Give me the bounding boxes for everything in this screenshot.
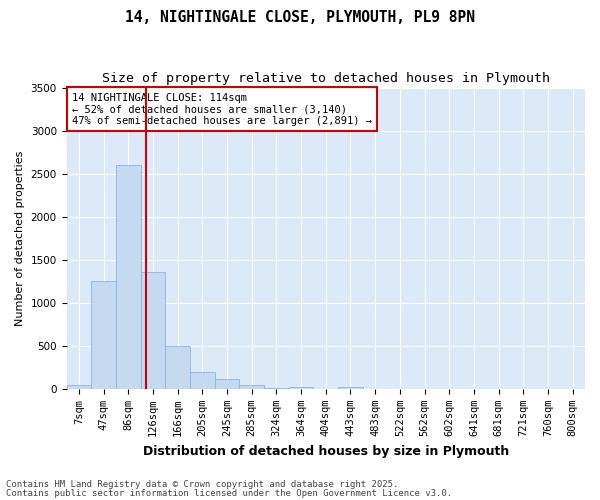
Bar bbox=[190, 372, 215, 389]
Bar bbox=[165, 346, 190, 389]
Title: Size of property relative to detached houses in Plymouth: Size of property relative to detached ho… bbox=[102, 72, 550, 86]
Text: Contains HM Land Registry data © Crown copyright and database right 2025.: Contains HM Land Registry data © Crown c… bbox=[6, 480, 398, 489]
Text: 14 NIGHTINGALE CLOSE: 114sqm
← 52% of detached houses are smaller (3,140)
47% of: 14 NIGHTINGALE CLOSE: 114sqm ← 52% of de… bbox=[72, 92, 372, 126]
Bar bbox=[264, 388, 289, 389]
X-axis label: Distribution of detached houses by size in Plymouth: Distribution of detached houses by size … bbox=[143, 444, 509, 458]
Bar bbox=[289, 387, 313, 389]
Text: Contains public sector information licensed under the Open Government Licence v3: Contains public sector information licen… bbox=[6, 488, 452, 498]
Bar bbox=[239, 384, 264, 389]
Bar bbox=[116, 166, 140, 389]
Text: 14, NIGHTINGALE CLOSE, PLYMOUTH, PL9 8PN: 14, NIGHTINGALE CLOSE, PLYMOUTH, PL9 8PN bbox=[125, 10, 475, 25]
Bar bbox=[140, 272, 165, 389]
Y-axis label: Number of detached properties: Number of detached properties bbox=[15, 151, 25, 326]
Bar bbox=[67, 384, 91, 389]
Bar bbox=[338, 387, 363, 389]
Bar bbox=[215, 380, 239, 389]
Bar bbox=[91, 282, 116, 389]
